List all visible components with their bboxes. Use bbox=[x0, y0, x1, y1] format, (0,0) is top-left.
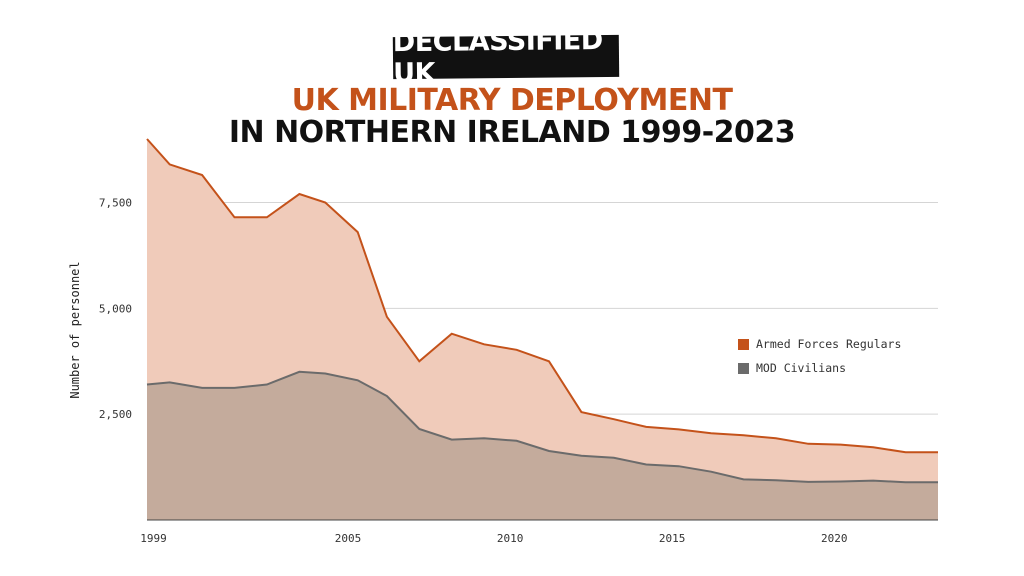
y-tick-label: 5,000 bbox=[99, 302, 132, 315]
y-axis-label: Number of personnel bbox=[68, 261, 82, 398]
chart-title-line1: UK MILITARY DEPLOYMENT bbox=[291, 83, 733, 118]
legend: Armed Forces Regulars MOD Civilians bbox=[738, 336, 901, 384]
x-tick-label: 1999 bbox=[140, 532, 167, 545]
y-tick-label: 7,500 bbox=[99, 197, 132, 210]
legend-swatch-armed-forces bbox=[738, 338, 749, 350]
y-tick-label: 2,500 bbox=[99, 408, 132, 421]
x-tick-label: 2015 bbox=[659, 532, 686, 545]
armed-forces-line bbox=[146, 138, 938, 454]
legend-swatch-mod-civilians bbox=[738, 362, 749, 374]
x-tick-label: 2005 bbox=[335, 532, 362, 545]
mod-civilians-line bbox=[146, 370, 938, 484]
legend-label-armed-forces: Armed Forces Regulars bbox=[756, 337, 902, 351]
tick-labels: 2,500 5,000 7,500 1999 2005 2010 2015 2020 bbox=[99, 197, 848, 546]
x-tick-label: 2020 bbox=[821, 532, 848, 545]
mod-civilians-area bbox=[147, 371, 938, 520]
chart-title-line2: IN NORTHERN IRELAND 1999-2023 bbox=[228, 115, 796, 150]
legend-item-armed-forces: Armed Forces Regulars bbox=[738, 336, 901, 352]
x-tick-label: 2010 bbox=[497, 532, 524, 545]
legend-label-mod-civilians: MOD Civilians bbox=[756, 361, 847, 375]
legend-item-mod-civilians: MOD Civilians bbox=[738, 360, 901, 376]
